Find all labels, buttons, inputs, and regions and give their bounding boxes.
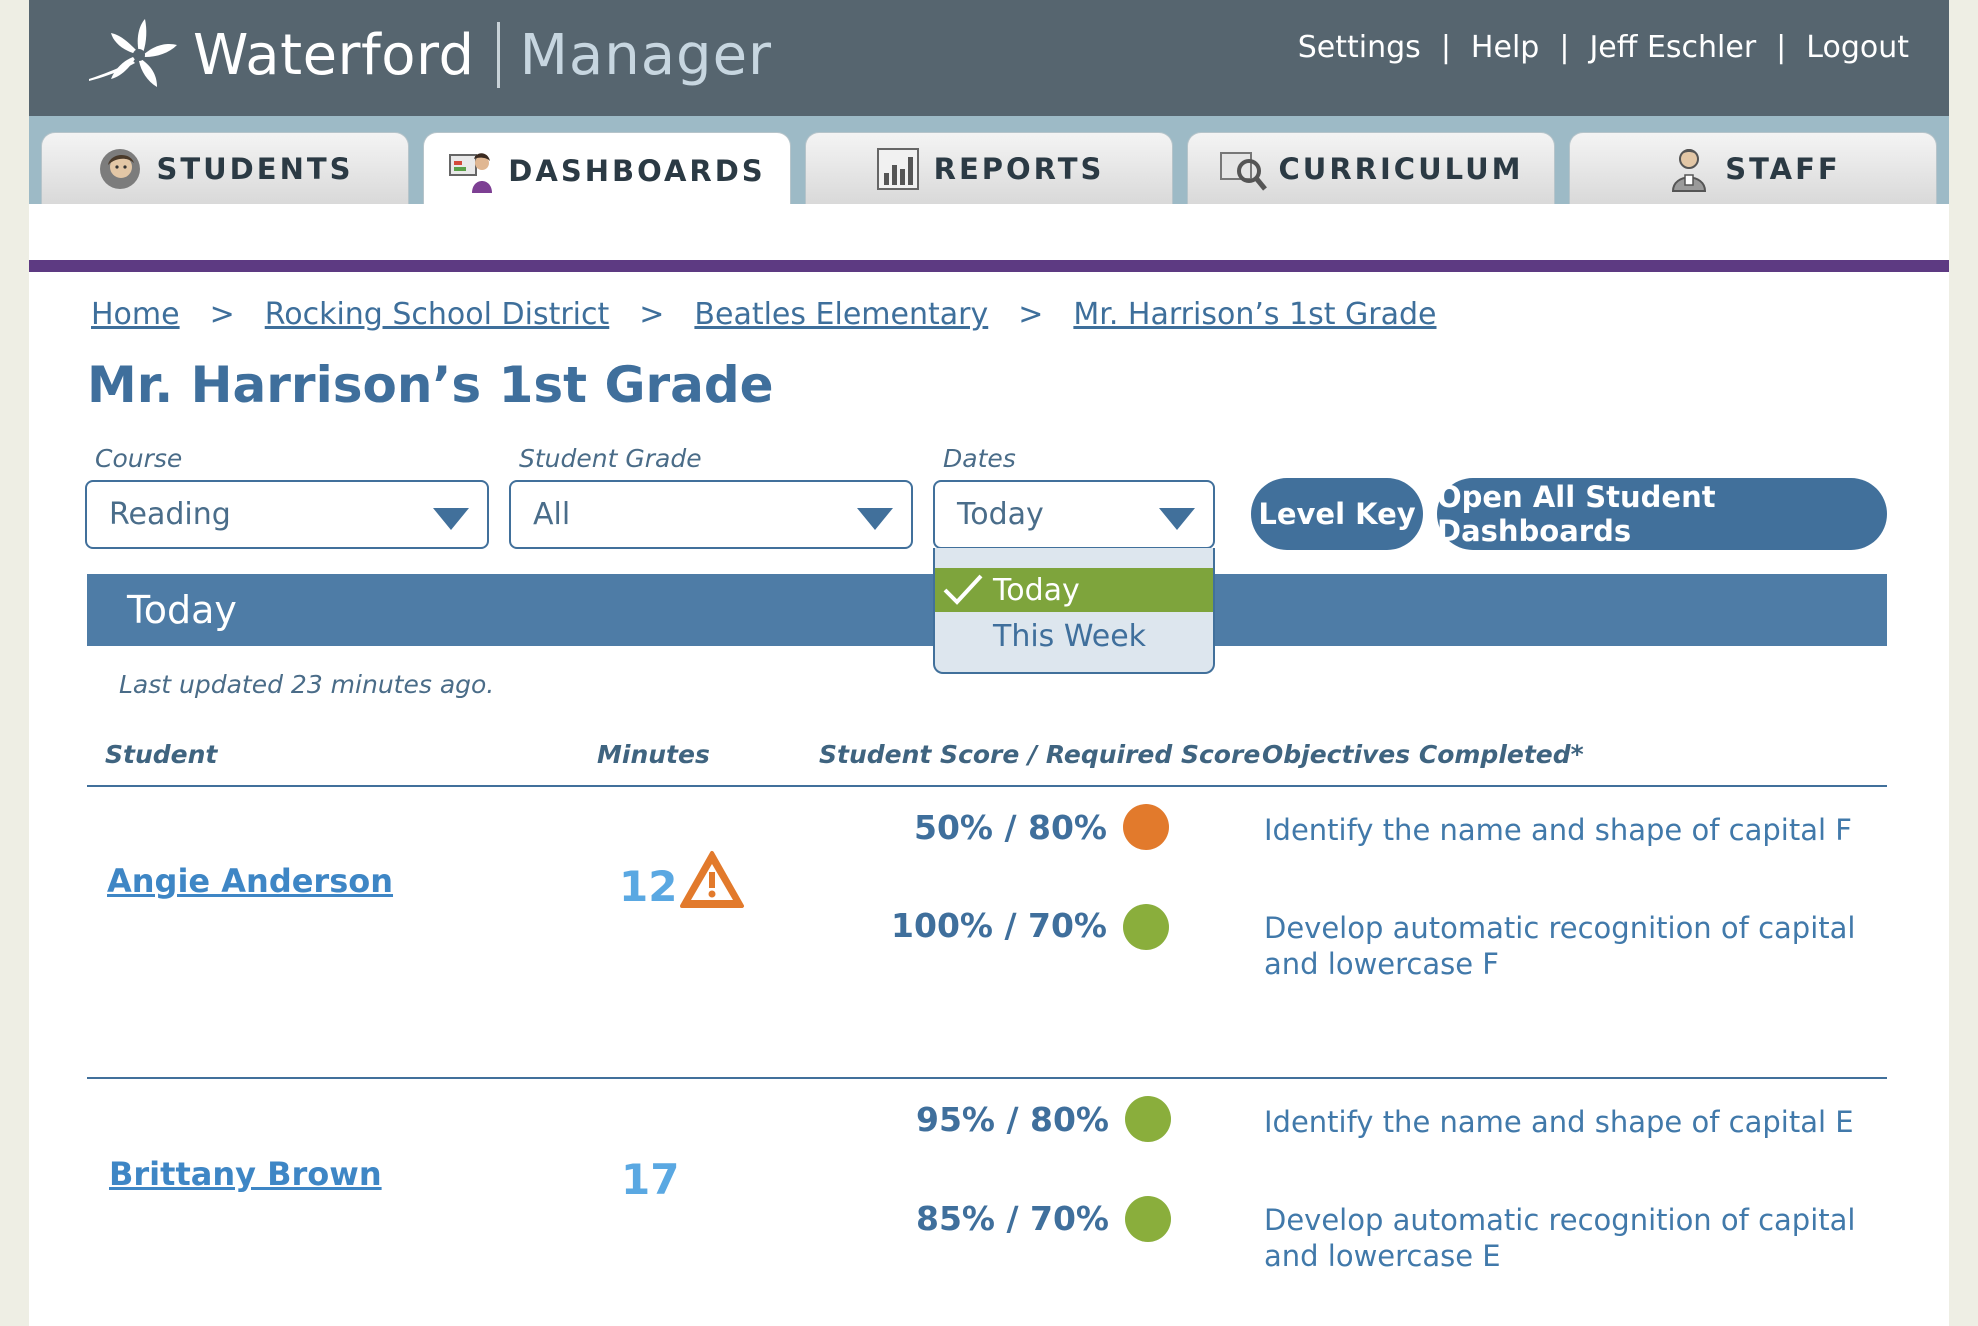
help-link[interactable]: Help [1470,30,1540,65]
logout-link[interactable]: Logout [1806,30,1909,65]
period-title: Today [127,588,237,632]
student-grade-value: All [533,497,571,532]
level-key-button[interactable]: Level Key [1251,478,1423,550]
bar-chart-icon [876,147,919,190]
student-name-link[interactable]: Brittany Brown [109,1155,382,1193]
tab-content-bar [29,204,1949,272]
score-value: 85% / 70% [915,1199,1109,1238]
option-label: Today [993,572,1080,608]
checkmark-icon [943,574,983,605]
nav-separator: | [1776,30,1787,65]
student-name-link[interactable]: Angie Anderson [107,862,394,900]
tab-label: CURRICULUM [1278,151,1524,186]
tab-label: STAFF [1725,151,1841,186]
lily-logo-icon [89,19,177,87]
dashboard-icon [449,152,493,193]
dates-dropdown-menu: Today This Week [933,548,1215,674]
breadcrumb-separator: > [1018,297,1044,332]
breadcrumb-home[interactable]: Home [91,297,180,332]
warning-icon [680,851,744,908]
option-label: This Week [993,618,1147,654]
objective-text: Develop automatic recognition of capital… [1264,911,1856,981]
course-select[interactable]: Reading [85,480,489,549]
column-header-student: Student [105,740,218,769]
minutes-value: 12 [619,862,678,911]
course-value: Reading [109,497,231,532]
row-divider [87,1077,1887,1079]
tab-label: STUDENTS [156,151,354,186]
chevron-down-icon [433,508,469,530]
last-updated-text: Last updated 23 minutes ago. [119,670,495,699]
student-grade-label: Student Grade [519,444,702,473]
dates-option-this-week[interactable]: This Week [935,614,1213,658]
top-nav-links: Settings | Help | Jeff Eschler | Logout [1298,30,1909,65]
nav-separator: | [1559,30,1570,65]
breadcrumb-separator: > [209,297,235,332]
score-value: 100% / 70% [891,906,1107,945]
tab-bar: STUDENTS DASHBOARDS REPORTS [29,116,1949,208]
chevron-down-icon [1159,508,1195,530]
score-value: 95% / 80% [915,1100,1109,1139]
breadcrumb: Home > Rocking School District > Beatles… [91,297,1437,332]
column-header-objectives: Objectives Completed* [1262,740,1584,769]
tab-label: REPORTS [933,151,1105,186]
page-title: Mr. Harrison’s 1st Grade [87,356,774,414]
tab-label: DASHBOARDS [508,153,766,188]
objective-text: Identify the name and shape of capital F [1264,813,1852,847]
brand-name: Waterford [193,22,475,88]
tab-staff[interactable]: STAFF [1569,132,1937,204]
tab-reports[interactable]: REPORTS [805,132,1173,204]
student-icon [100,148,141,189]
open-all-dashboards-button[interactable]: Open All Student Dashboards [1437,478,1887,550]
column-header-minutes: Minutes [597,740,710,769]
course-label: Course [95,444,183,473]
curriculum-icon [1219,151,1267,191]
student-grade-select[interactable]: All [509,480,913,549]
product-name: Manager [519,22,773,88]
chevron-down-icon [857,508,893,530]
dates-value: Today [957,497,1044,532]
breadcrumb-separator: > [639,297,665,332]
status-dot-icon [1123,904,1169,950]
status-dot-icon [1125,1196,1171,1242]
dates-select[interactable]: Today [933,480,1215,549]
dates-label: Dates [943,444,1016,473]
settings-link[interactable]: Settings [1297,30,1421,65]
tab-dashboards[interactable]: DASHBOARDS [423,132,791,208]
tab-students[interactable]: STUDENTS [41,132,409,204]
score-value: 50% / 80% [913,808,1107,847]
table-header-divider [87,785,1887,787]
objective-text: Develop automatic recognition of capital… [1264,1203,1856,1273]
logo[interactable]: Waterford Manager [87,10,772,100]
top-header: Waterford Manager Settings | Help | Jeff… [29,0,1949,116]
column-header-score: Student Score / Required Score [819,740,1261,769]
dates-option-today[interactable]: Today [935,568,1213,612]
minutes-value: 17 [621,1155,680,1204]
staff-icon [1672,148,1707,192]
user-name-link[interactable]: Jeff Eschler [1589,30,1757,65]
breadcrumb-district[interactable]: Rocking School District [264,297,610,332]
breadcrumb-school[interactable]: Beatles Elementary [694,297,989,332]
brand-divider [496,22,500,88]
tab-curriculum[interactable]: CURRICULUM [1187,132,1555,204]
status-dot-icon [1125,1096,1171,1142]
app-window: Waterford Manager Settings | Help | Jeff… [29,0,1949,1326]
objective-text: Identify the name and shape of capital E [1264,1105,1854,1139]
breadcrumb-class[interactable]: Mr. Harrison’s 1st Grade [1073,297,1437,332]
nav-separator: | [1440,30,1451,65]
status-dot-icon [1123,804,1169,850]
